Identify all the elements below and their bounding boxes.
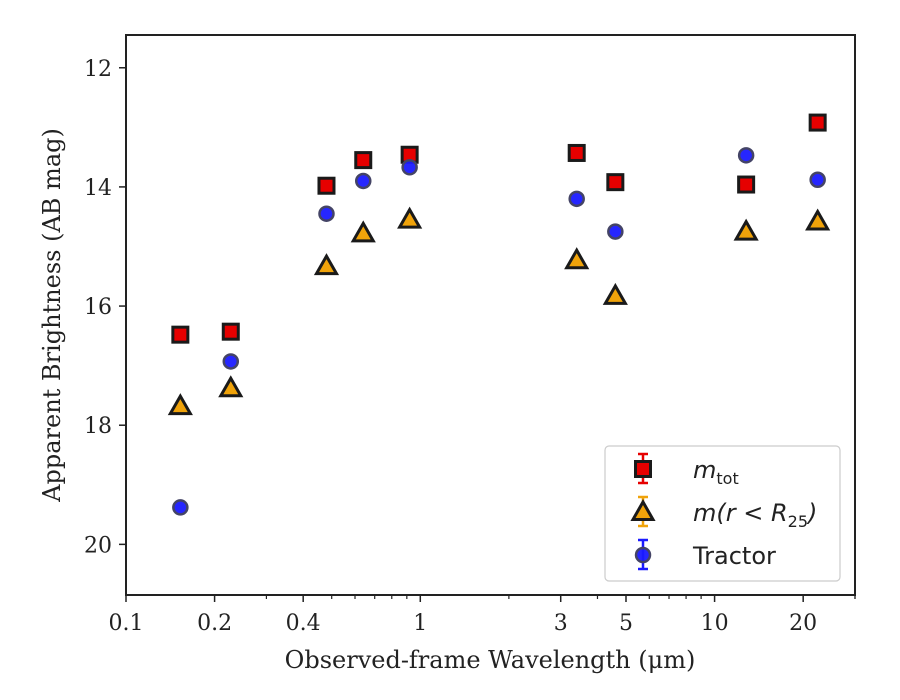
triangle-data-point bbox=[397, 206, 423, 229]
legend-triangle-icon bbox=[630, 498, 656, 521]
y-tick-label: 20 bbox=[84, 533, 112, 558]
y-axis-title: Apparent Brightness (AB mag) bbox=[38, 128, 66, 503]
square-data-point bbox=[354, 151, 373, 170]
circle-data-point bbox=[355, 172, 372, 190]
square-data-point bbox=[567, 143, 586, 162]
circle-data-point bbox=[737, 147, 755, 164]
triangle-data-point bbox=[564, 247, 590, 270]
circle-data-point bbox=[172, 499, 189, 516]
y-tick-label: 12 bbox=[84, 57, 112, 82]
triangle-data-point bbox=[218, 375, 244, 398]
x-tick-label: 0.2 bbox=[197, 611, 232, 636]
triangle-data-point bbox=[805, 208, 831, 231]
legend-label-subscript: tot bbox=[716, 469, 738, 488]
triangle-data-point bbox=[350, 220, 376, 243]
square-data-point bbox=[317, 176, 336, 195]
triangle-data-point bbox=[733, 218, 759, 241]
legend-label-main: m bbox=[693, 456, 716, 484]
legend-label: Tractor bbox=[692, 542, 776, 570]
y-tick-label: 16 bbox=[84, 295, 112, 320]
data-markers bbox=[167, 113, 831, 516]
x-tick-label: 20 bbox=[789, 611, 817, 636]
legend-label-main: Tractor bbox=[692, 542, 776, 570]
legend-label-subscript: 25 bbox=[788, 512, 808, 531]
square-data-point bbox=[808, 113, 827, 132]
x-tick-label: 3 bbox=[554, 611, 568, 636]
y-axis-ticks: 12 14 16 18 20 bbox=[84, 57, 126, 558]
x-tick-label: 0.4 bbox=[286, 611, 321, 636]
circle-data-point bbox=[222, 353, 240, 370]
legend-label-main: m(r < R bbox=[693, 499, 788, 527]
legend-circle-icon bbox=[634, 546, 652, 564]
circle-data-point bbox=[318, 205, 335, 222]
circle-data-point bbox=[401, 159, 418, 176]
x-tick-label: 1 bbox=[413, 611, 427, 636]
triangle-data-point bbox=[602, 282, 628, 305]
plot-frame bbox=[125, 34, 856, 596]
circle-data-point bbox=[809, 171, 826, 189]
y-tick-label: 18 bbox=[84, 414, 112, 439]
legend-label: m(r < R25) bbox=[693, 499, 817, 531]
legend-label-suffix: ) bbox=[806, 499, 817, 527]
legend: mtot m(r < R25) Tractor bbox=[604, 445, 841, 582]
y-tick-label: 14 bbox=[84, 176, 112, 201]
legend-square-icon bbox=[634, 460, 652, 478]
square-data-point bbox=[606, 173, 625, 192]
x-axis-ticks: 0.1 0.2 0.4 1 3 5 10 20 bbox=[109, 595, 856, 636]
square-data-point bbox=[737, 175, 756, 194]
legend-label: mtot bbox=[693, 456, 739, 488]
legend-box bbox=[604, 445, 841, 582]
x-tick-label: 5 bbox=[619, 611, 633, 636]
circle-data-point bbox=[568, 190, 585, 208]
triangle-data-point bbox=[313, 253, 340, 276]
x-axis-title: Observed-frame Wavelength (μm) bbox=[285, 646, 696, 674]
x-tick-label: 0.1 bbox=[109, 611, 144, 636]
circle-data-point bbox=[607, 223, 624, 240]
square-data-point bbox=[221, 322, 240, 341]
square-data-point bbox=[171, 325, 190, 344]
x-tick-label: 10 bbox=[701, 611, 729, 636]
triangle-data-point bbox=[167, 393, 193, 416]
